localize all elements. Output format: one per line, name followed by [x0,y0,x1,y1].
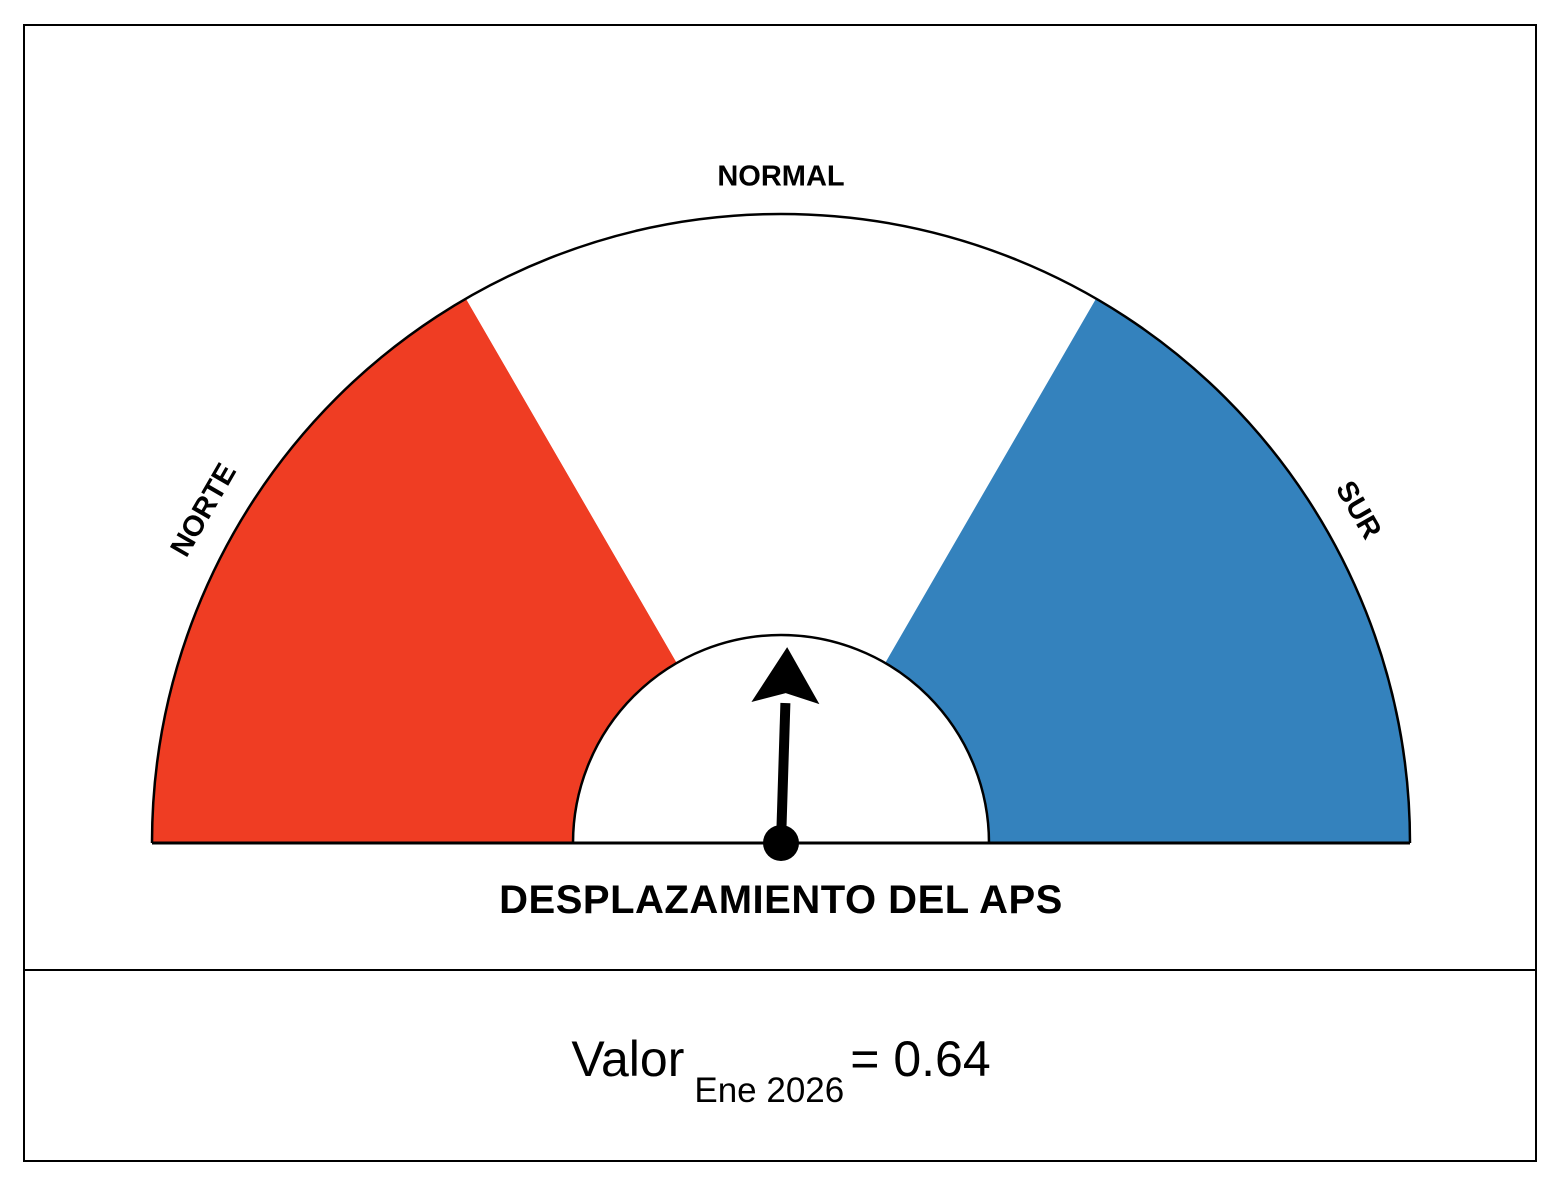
gauge-zone-normal [465,213,1097,663]
gauge-zone-norte [152,298,677,843]
chart-frame [23,24,1537,1162]
value-number: = 0.64 [850,1031,991,1087]
value-readout: ValorEne 2026= 0.64 [0,1030,1562,1110]
needle-pivot [763,825,799,861]
value-period: Ene 2026 [694,1071,845,1110]
gauge-zone-sur [885,298,1410,843]
gauge-title: DESPLAZAMIENTO DEL APS [499,878,1063,922]
value-prefix: Valor [571,1031,685,1087]
gauge-zones [150,212,1412,845]
gauge-outer-arc [150,212,1412,844]
panel-divider [23,969,1537,971]
zone-label-normal: NORMAL [717,161,844,193]
zone-label-sur: SUR [1329,476,1387,545]
needle-arrowhead [751,647,820,705]
needle-shaft [776,702,791,844]
gauge-needle [751,647,820,861]
